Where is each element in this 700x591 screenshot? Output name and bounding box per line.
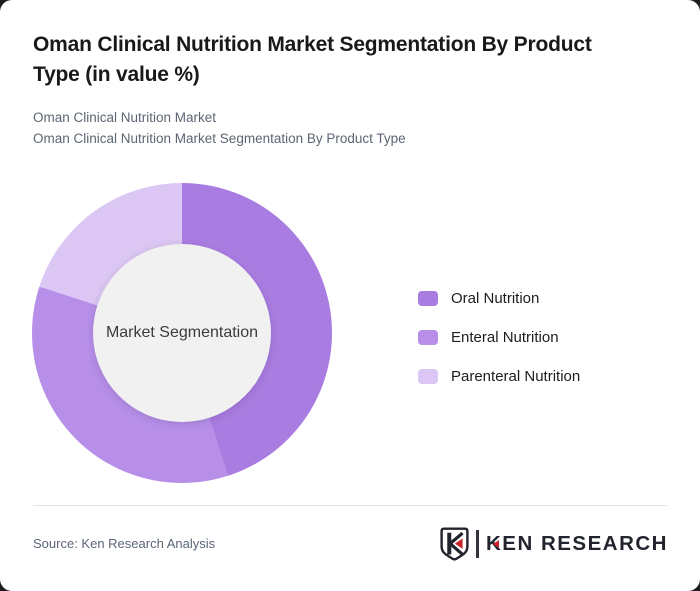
logo-wordmark: KEN RESEARCH — [486, 532, 668, 556]
page-title: Oman Clinical Nutrition Market Segmentat… — [33, 33, 592, 86]
donut-center-label: Market Segmentation — [105, 324, 259, 341]
legend-item-enteral-nutrition[interactable]: Enteral Nutrition — [418, 329, 580, 346]
subtitle-line-2: Oman Clinical Nutrition Market Segmentat… — [33, 131, 406, 146]
legend-label-oral: Oral Nutrition — [451, 290, 540, 307]
source-text: Source: Ken Research Analysis — [33, 536, 216, 551]
legend-label-parenteral: Parenteral Nutrition — [451, 368, 581, 385]
ken-research-logo: KEN RESEARCH — [440, 526, 668, 562]
logo-wordmark-text: KEN RESEARCH — [485, 532, 668, 555]
legend-label-enteral: Enteral Nutrition — [451, 329, 559, 346]
ken-research-shield-icon — [440, 527, 470, 561]
donut-chart[interactable]: Market Segmentation — [32, 183, 332, 483]
chart-legend: Oral Nutrition Enteral Nutrition Parente… — [418, 290, 580, 385]
legend-swatch-oral — [418, 291, 438, 306]
legend-swatch-parenteral — [418, 369, 438, 384]
legend-swatch-enteral — [418, 330, 438, 345]
subtitle-line-1: Oman Clinical Nutrition Market — [33, 110, 217, 125]
logo-divider — [476, 530, 479, 558]
chart-subtitle: Oman Clinical Nutrition Market Oman Clin… — [33, 107, 406, 149]
logo-red-arrow-icon — [492, 540, 499, 548]
footer-divider — [33, 505, 667, 506]
donut-center: Market Segmentation — [93, 244, 271, 422]
legend-item-parenteral-nutrition[interactable]: Parenteral Nutrition — [418, 368, 580, 385]
legend-item-oral-nutrition[interactable]: Oral Nutrition — [418, 290, 580, 307]
